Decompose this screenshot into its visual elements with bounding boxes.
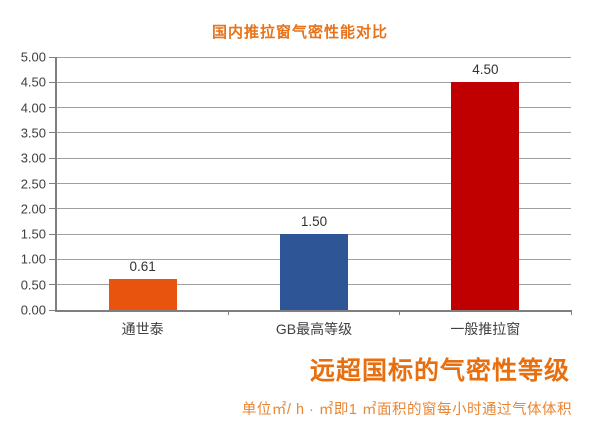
- y-axis-tick: [49, 132, 55, 134]
- gridline: [57, 107, 571, 109]
- gridline: [57, 132, 571, 134]
- y-axis-tick: [49, 81, 55, 83]
- bar-value-label: 1.50: [300, 214, 328, 230]
- gridline: [57, 157, 571, 159]
- y-axis-tick: [49, 56, 55, 58]
- unit-note: 单位㎡/ h · ㎡即1 ㎡面积的窗每小时通过气体体积: [241, 402, 572, 418]
- y-axis-tick: [49, 258, 55, 260]
- y-tick-label: 2.50: [20, 176, 46, 191]
- x-axis-tick: [227, 310, 229, 315]
- category-label: 一般推拉窗: [450, 321, 521, 337]
- gridline: [57, 81, 571, 83]
- bar-value-label: 4.50: [472, 62, 499, 78]
- gridline: [57, 56, 571, 58]
- x-axis-tick: [399, 310, 401, 315]
- y-axis-tick: [49, 309, 55, 311]
- gridline: [57, 183, 571, 184]
- bar: [108, 279, 177, 310]
- chart-title: 国内推拉窗气密性能对比: [211, 24, 388, 41]
- tagline: 远超国标的气密性等级: [309, 357, 570, 385]
- category-label: GB最高等级: [275, 321, 353, 337]
- gridline: [57, 233, 571, 235]
- y-tick-label: 1.50: [20, 226, 46, 242]
- plot-area: 0.00 0.50 1.00 1.50 2.00 2.50 3.00 3.50 4.00 4.50…: [21, 50, 572, 337]
- y-tick-label: 0.00: [20, 302, 46, 318]
- x-axis-tick: [570, 310, 572, 315]
- y-tick-label: 3.00: [20, 150, 46, 166]
- y-tick-label: 5.00: [20, 49, 46, 65]
- y-axis-tick: [49, 183, 55, 184]
- y-tick-label: 4.50: [20, 74, 46, 90]
- y-axis-tick: [49, 157, 55, 159]
- y-tick-label: 0.50: [20, 277, 46, 293]
- y-tick-label: 3.50: [20, 125, 46, 141]
- y-axis-tick: [49, 284, 55, 286]
- gridline: [57, 208, 571, 210]
- y-tick-label: 2.00: [20, 201, 46, 217]
- y-tick-label: 1.00: [20, 251, 46, 267]
- bar: [451, 82, 520, 310]
- y-axis-tick: [49, 233, 55, 235]
- bar-value-label: 0.61: [129, 259, 156, 275]
- y-axis-tick: [49, 208, 55, 210]
- category-label: 通世泰: [121, 321, 164, 337]
- y-tick-label: 4.00: [20, 100, 46, 116]
- y-axis-tick: [49, 107, 55, 109]
- bar: [280, 234, 348, 310]
